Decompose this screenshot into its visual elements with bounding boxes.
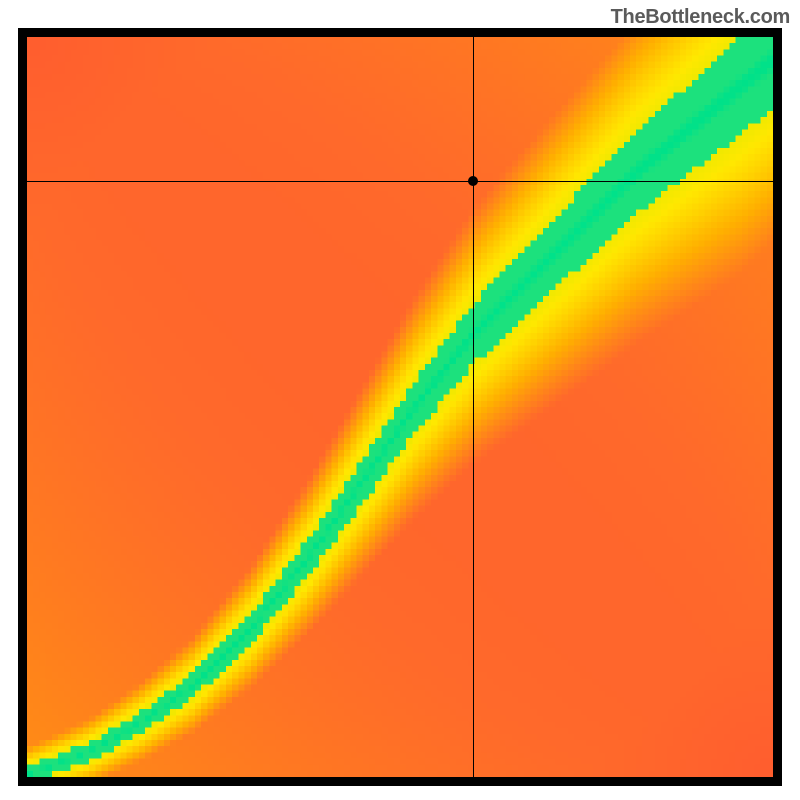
crosshair-marker-dot: [468, 176, 478, 186]
crosshair-horizontal-line: [27, 181, 773, 182]
heatmap-plot-area: [27, 37, 773, 777]
watermark-text: TheBottleneck.com: [611, 6, 790, 29]
crosshair-vertical-line: [473, 37, 474, 777]
bottleneck-heatmap: [18, 28, 782, 786]
heatmap-canvas: [27, 37, 773, 777]
